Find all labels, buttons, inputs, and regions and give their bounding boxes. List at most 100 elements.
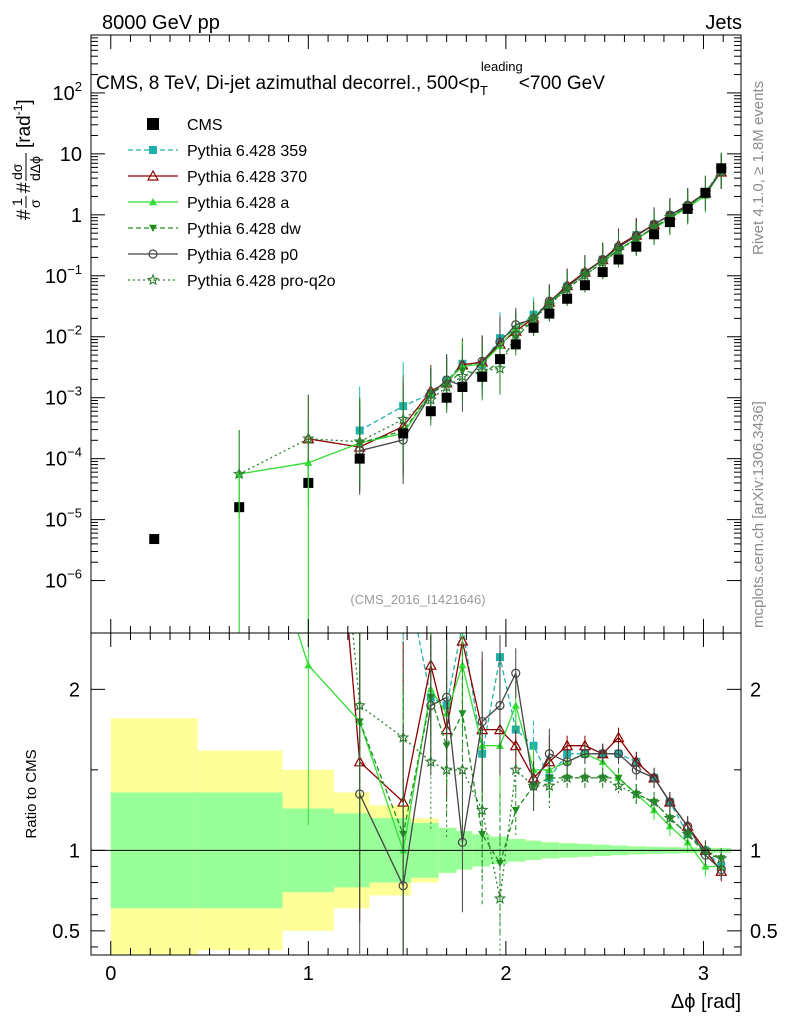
ratio-line-p359 — [417, 633, 722, 867]
ratio-point-pq2o — [647, 795, 661, 808]
ratio-point-pa — [701, 862, 710, 870]
y-axis-label-bottom: Ratio to CMS — [23, 749, 40, 838]
svg-text:[rad-1]: [rad-1] — [11, 99, 35, 148]
ratio-point-pq2o — [681, 827, 694, 840]
point-pq2o — [440, 380, 453, 393]
ratio-point-pq2o — [456, 763, 469, 776]
point-pq2o — [578, 268, 592, 281]
ratio-point-pp0 — [649, 773, 659, 783]
ratio-point-pp0 — [477, 716, 487, 727]
point-pq2o — [543, 298, 556, 310]
ratio-point-p359 — [356, 540, 364, 548]
ratio-point-p370 — [612, 731, 625, 743]
ratio-point-pq2o — [527, 779, 540, 792]
svg-text:#: # — [14, 209, 35, 220]
legend-marker-p370 — [146, 169, 160, 181]
cms-point — [649, 229, 660, 240]
ratio-point-pdw — [495, 860, 504, 868]
ratio-point-p370 — [561, 739, 574, 751]
point-pq2o — [596, 255, 609, 268]
legend-marker-pa — [149, 198, 157, 206]
cms-point — [631, 241, 642, 252]
x-tick-label: 0 — [105, 963, 116, 985]
title-sub: T — [480, 83, 488, 98]
cms-point — [597, 267, 608, 278]
y-axis-label-top: # 1 σ # dσ dΔϕ [rad-1] — [9, 99, 43, 220]
ratio-point-pq2o — [509, 763, 522, 776]
legend-label-pp0: Pythia 6.428 p0 — [187, 247, 298, 264]
ratio-line-pq2o — [352, 633, 722, 899]
ratio-point-p359 — [458, 621, 466, 629]
point-pq2o — [493, 362, 507, 374]
ratio-point-pp0 — [598, 749, 608, 759]
ratio-point-pdw — [478, 831, 487, 839]
y-tick-label-bottom-right: 1 — [750, 840, 761, 862]
ratio-point-pq2o — [596, 771, 609, 784]
y-tick-label-bottom: 2 — [69, 679, 80, 701]
point-pq2o — [353, 435, 366, 447]
top-panel-series — [149, 152, 728, 633]
jets-label: Jets — [705, 12, 742, 34]
ratio-point-p370 — [509, 739, 522, 751]
legend-label-pq2o: Pythia 6.428 pro-q2o — [187, 273, 336, 290]
point-pq2o — [561, 282, 574, 295]
ratio-point-pp0 — [355, 789, 365, 799]
legend: CMS Pythia 6.428 359 Pythia 6.428 370 Pythi… — [128, 117, 336, 290]
cms-point — [528, 322, 539, 333]
cms-point — [441, 392, 452, 403]
svg-text:#: # — [14, 182, 35, 193]
svg-text:1: 1 — [9, 198, 25, 206]
ratio-point-pq2o — [543, 779, 556, 792]
ratio-point-pp0 — [495, 700, 505, 711]
ratio-point-pdw — [458, 710, 467, 718]
cms-point — [716, 163, 727, 174]
ratio-point-pq2o — [630, 787, 643, 800]
ratio-point-pp0 — [613, 749, 624, 759]
svg-text:dΔϕ: dΔϕ — [27, 156, 43, 181]
series-line-p370 — [308, 171, 722, 448]
ratio-point-pp0 — [562, 757, 572, 767]
y-tick-label-top: 10−5 — [45, 506, 82, 532]
point-pq2o — [612, 244, 625, 256]
legend-marker-cms — [147, 118, 159, 130]
legend-marker-p359 — [149, 146, 157, 154]
legend-marker-pq2o — [146, 273, 160, 286]
y-tick-label-top: 102 — [53, 79, 82, 105]
legend-label-pdw: Pythia 6.428 dw — [187, 221, 301, 238]
ratio-point-pa — [511, 701, 520, 709]
cms-point — [354, 453, 365, 464]
svg-text:σ: σ — [27, 199, 43, 208]
ratio-point-pq2o — [663, 811, 676, 824]
point-pq2o — [527, 312, 540, 325]
point-pq2o — [397, 412, 410, 425]
x-tick-label: 2 — [500, 963, 511, 985]
analysis-id: (CMS_2016_I1421646) — [350, 592, 485, 607]
ratio-point-pp0 — [398, 881, 408, 891]
ratio-point-pp0 — [580, 749, 590, 759]
energy-label: 8000 GeV pp — [102, 12, 220, 34]
point-pq2o — [509, 327, 522, 339]
cms-point — [425, 406, 436, 417]
point-pq2o — [302, 432, 315, 444]
y-tick-label-top: 1 — [71, 205, 82, 227]
ratio-point-pq2o — [561, 771, 574, 784]
cms-point — [544, 308, 555, 319]
ratio-point-pq2o — [715, 851, 728, 864]
cms-point — [457, 381, 468, 392]
legend-label-cms: CMS — [187, 117, 223, 134]
cms-point — [494, 354, 505, 365]
ratio-point-pq2o — [424, 755, 437, 767]
ratio-point-p359 — [399, 557, 407, 565]
cms-point — [149, 534, 160, 545]
legend-label-p359: Pythia 6.428 359 — [187, 143, 307, 160]
ratio-point-pdw — [614, 774, 623, 782]
ratio-point-pp0 — [457, 837, 468, 847]
ratio-point-pp0 — [426, 700, 436, 711]
y-tick-label-top: 10 — [60, 144, 82, 166]
y-tick-label-bottom: 1 — [69, 840, 80, 862]
rivet-label: Rivet 4.1.0, ≥ 1.8M events — [750, 81, 767, 255]
y-tick-label-bottom-right: 0.5 — [750, 921, 778, 943]
axes: 0 1 2 3 102 10 1 10−1 10−2 10−3 10−4 10−5 10−6 0.5 0.5… — [45, 35, 778, 985]
cms-point — [682, 203, 693, 214]
legend-label-pa: Pythia 6.428 a — [187, 195, 289, 212]
